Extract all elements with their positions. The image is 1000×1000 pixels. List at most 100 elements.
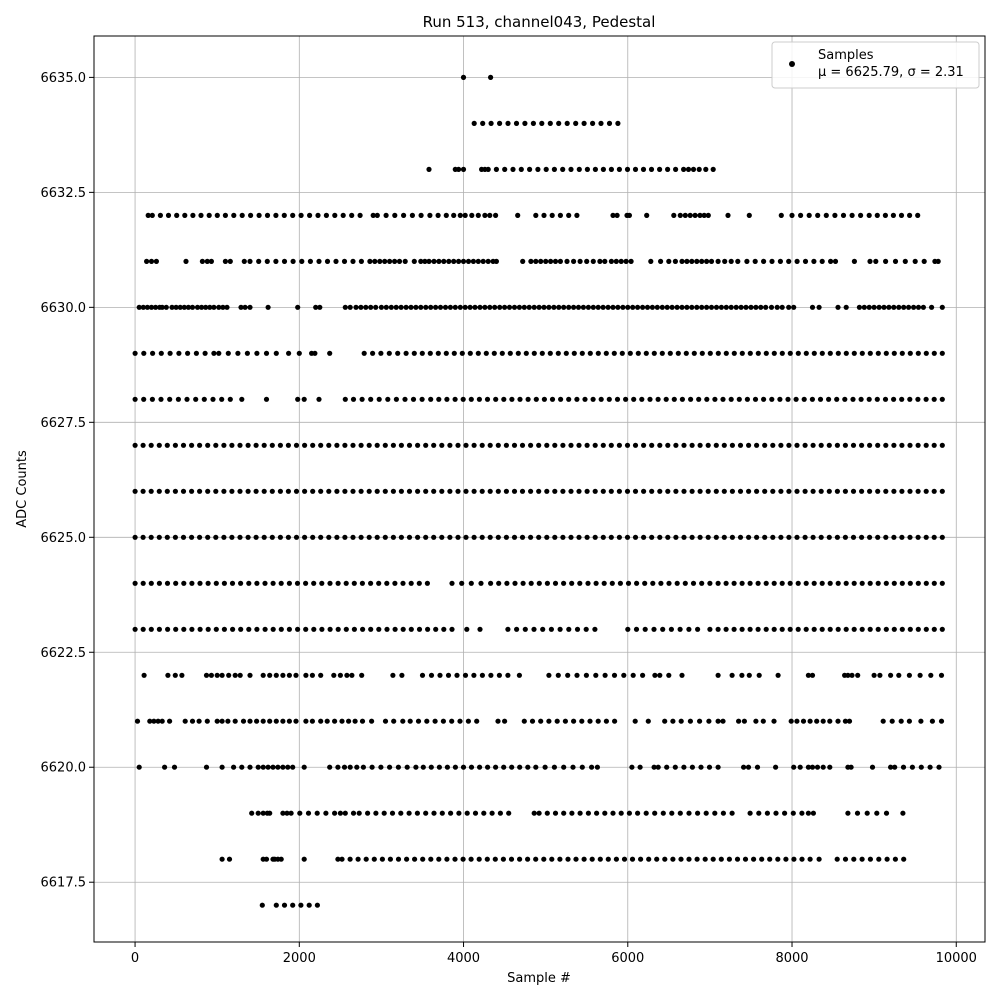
data-point xyxy=(540,626,546,632)
data-point xyxy=(401,212,407,218)
data-point xyxy=(169,304,175,310)
data-point xyxy=(391,718,397,724)
data-point xyxy=(351,580,357,586)
data-point xyxy=(411,350,417,356)
data-point xyxy=(728,304,734,310)
data-point xyxy=(269,442,275,448)
data-point xyxy=(679,672,685,678)
data-point xyxy=(400,718,406,724)
data-point xyxy=(240,718,247,724)
data-point xyxy=(689,304,695,310)
data-point xyxy=(286,626,292,632)
data-point xyxy=(670,718,676,724)
data-point xyxy=(297,810,303,816)
data-point xyxy=(611,672,618,678)
data-point xyxy=(731,626,737,632)
data-point xyxy=(293,718,299,724)
data-point xyxy=(912,258,918,264)
data-point xyxy=(213,534,219,540)
data-point xyxy=(253,488,259,494)
data-point xyxy=(658,258,664,264)
data-point xyxy=(262,580,268,586)
data-point xyxy=(479,672,485,678)
data-point xyxy=(786,258,792,264)
data-point xyxy=(172,534,178,540)
data-point xyxy=(273,212,279,218)
data-point xyxy=(850,396,856,402)
data-point xyxy=(408,626,414,632)
data-point xyxy=(828,258,834,264)
data-point xyxy=(763,350,769,356)
data-point xyxy=(652,672,658,678)
data-point xyxy=(278,626,284,632)
data-point xyxy=(256,212,262,218)
data-point xyxy=(561,810,567,816)
data-point xyxy=(220,304,226,310)
data-point xyxy=(285,764,291,770)
data-point xyxy=(172,442,178,448)
data-point xyxy=(561,304,567,310)
data-point xyxy=(557,212,564,218)
data-point xyxy=(515,350,521,356)
data-point xyxy=(273,718,279,724)
data-point xyxy=(528,580,534,586)
data-point xyxy=(447,304,453,310)
data-point xyxy=(859,350,865,356)
data-point xyxy=(452,764,458,770)
data-point xyxy=(332,212,338,218)
data-point xyxy=(689,534,695,540)
data-point xyxy=(483,350,489,356)
data-point xyxy=(159,304,165,310)
data-point xyxy=(222,212,228,218)
data-point xyxy=(911,304,917,310)
data-point xyxy=(771,718,777,724)
data-point xyxy=(415,442,421,448)
data-point xyxy=(513,120,520,126)
data-point xyxy=(476,856,482,862)
data-point xyxy=(815,212,821,218)
data-point xyxy=(431,442,437,448)
data-point xyxy=(547,120,553,126)
data-point xyxy=(638,856,644,862)
data-point xyxy=(511,488,518,494)
data-point xyxy=(779,304,785,310)
data-point xyxy=(616,534,623,540)
data-point xyxy=(756,672,762,678)
data-point xyxy=(403,304,409,310)
data-point xyxy=(642,580,648,586)
data-point xyxy=(538,258,544,264)
data-point xyxy=(370,212,376,218)
data-point xyxy=(850,488,857,494)
data-point xyxy=(140,442,146,448)
data-point xyxy=(891,488,897,494)
data-point xyxy=(505,672,511,678)
data-point xyxy=(715,626,721,632)
data-point xyxy=(682,580,688,586)
data-point xyxy=(626,212,633,218)
data-point xyxy=(267,810,273,816)
data-point xyxy=(229,580,236,586)
data-point xyxy=(404,856,410,862)
data-point xyxy=(225,718,231,724)
data-point xyxy=(753,718,759,724)
data-point xyxy=(589,764,595,770)
data-point xyxy=(786,304,792,310)
data-point xyxy=(819,580,825,586)
data-point xyxy=(754,534,760,540)
data-point xyxy=(555,350,561,356)
data-point xyxy=(148,626,154,632)
data-point xyxy=(527,166,533,172)
data-point xyxy=(673,488,679,494)
data-point xyxy=(341,764,348,770)
data-point xyxy=(176,350,182,356)
data-point xyxy=(731,580,737,586)
data-point xyxy=(423,442,429,448)
data-point xyxy=(664,304,670,310)
data-point xyxy=(679,304,685,310)
data-point xyxy=(278,580,284,586)
data-point xyxy=(311,626,317,632)
data-point xyxy=(882,212,889,218)
data-point xyxy=(376,626,382,632)
data-point xyxy=(650,580,656,586)
data-point xyxy=(410,396,417,402)
